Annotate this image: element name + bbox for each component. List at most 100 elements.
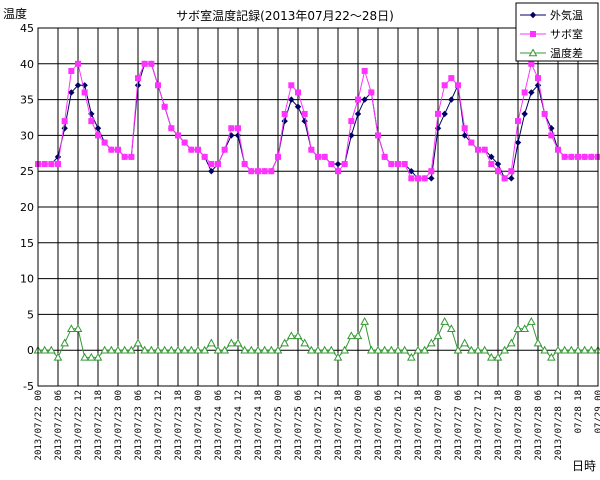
data-point <box>433 331 443 340</box>
data-point <box>221 146 228 153</box>
x-tick-label: 2013/07/26 12 <box>394 390 404 460</box>
x-tick-label: 2013/07/24 06 <box>214 390 224 460</box>
data-point <box>393 345 403 354</box>
data-point <box>530 31 536 37</box>
data-point <box>268 168 275 175</box>
data-point <box>415 175 421 182</box>
data-point <box>440 317 450 325</box>
data-point <box>460 338 470 347</box>
x-tick-label: 2013/07/27 06 <box>454 390 464 460</box>
y-axis-label: 温度 <box>3 6 27 21</box>
data-point <box>228 125 235 132</box>
data-point <box>94 125 102 132</box>
data-point <box>515 118 521 125</box>
y-tick-label: 5 <box>27 308 34 321</box>
data-point <box>175 132 181 139</box>
data-point <box>281 110 288 117</box>
y-tick-label: 45 <box>20 22 34 35</box>
data-point <box>208 161 215 168</box>
x-tick-label: 2013/07/26 18 <box>414 390 424 460</box>
data-point <box>400 345 410 354</box>
x-tick-label: 2013/07/22 00 <box>34 390 44 460</box>
series-layer <box>33 60 600 361</box>
x-tick-label: 2013/07/25 18 <box>334 390 344 460</box>
data-point <box>495 168 501 175</box>
data-point <box>188 146 195 153</box>
legend-box <box>515 2 599 62</box>
data-point <box>95 132 101 139</box>
x-tick-label: 2013/07/24 12 <box>234 390 244 460</box>
data-point <box>360 317 370 325</box>
data-point <box>421 175 428 182</box>
data-point <box>521 89 528 96</box>
data-point <box>380 345 390 354</box>
x-tick-label: 2013/07/22 06 <box>54 390 64 460</box>
data-point <box>488 153 495 161</box>
data-point <box>388 161 395 168</box>
data-point <box>41 161 48 168</box>
data-point <box>535 75 541 82</box>
data-point <box>335 168 341 175</box>
data-point <box>441 82 448 89</box>
data-point <box>233 338 243 347</box>
data-point <box>575 153 581 160</box>
data-point <box>266 345 276 354</box>
data-point <box>235 125 241 132</box>
data-point <box>140 345 150 354</box>
data-point <box>308 146 315 153</box>
data-point <box>361 67 368 74</box>
data-point <box>528 48 538 57</box>
data-point <box>101 139 108 146</box>
x-tick-label: 2013/07/23 18 <box>174 390 184 460</box>
data-point <box>395 161 401 168</box>
data-point <box>560 345 570 354</box>
data-point <box>468 139 475 146</box>
data-point <box>46 345 56 354</box>
data-point <box>48 161 55 168</box>
data-point <box>480 345 490 354</box>
data-point <box>128 153 135 160</box>
data-point <box>346 331 356 340</box>
data-point <box>286 331 296 340</box>
data-point <box>121 153 128 160</box>
data-point <box>301 110 308 117</box>
data-point <box>361 96 368 103</box>
data-point <box>293 331 303 340</box>
data-point <box>40 345 50 354</box>
data-point <box>493 352 503 361</box>
legend-label: 外気温 <box>550 8 583 22</box>
data-point <box>68 89 75 96</box>
data-point <box>294 103 302 110</box>
data-point <box>173 345 183 354</box>
data-point <box>453 345 463 354</box>
data-point <box>168 125 175 132</box>
data-point <box>580 345 590 354</box>
data-point <box>68 67 75 74</box>
y-tick-label: 10 <box>20 273 34 286</box>
x-tick-label: 2013/07/25 00 <box>274 390 284 460</box>
data-point <box>106 345 116 354</box>
data-point <box>81 89 88 96</box>
data-point <box>448 96 455 103</box>
legend-item: 外気温 <box>520 8 583 22</box>
y-axis-ticks: -5 0 5 10 15 20 25 30 35 40 45 <box>20 22 34 393</box>
data-point <box>134 82 142 89</box>
x-tick-label: 2013/07/28 12 <box>554 390 564 460</box>
data-point <box>93 352 103 361</box>
data-point <box>520 324 530 333</box>
data-point <box>540 345 550 354</box>
data-point <box>261 168 268 175</box>
x-axis-ticks: 2013/07/22 00 2013/07/22 06 2013/07/22 12 2… <box>34 390 600 460</box>
data-point <box>88 110 95 118</box>
data-point <box>413 345 423 354</box>
data-point <box>581 153 588 160</box>
data-point <box>428 175 435 182</box>
data-point <box>208 168 215 175</box>
data-point <box>441 110 448 118</box>
data-point <box>529 11 537 19</box>
data-point <box>275 153 281 160</box>
data-point <box>500 345 510 354</box>
